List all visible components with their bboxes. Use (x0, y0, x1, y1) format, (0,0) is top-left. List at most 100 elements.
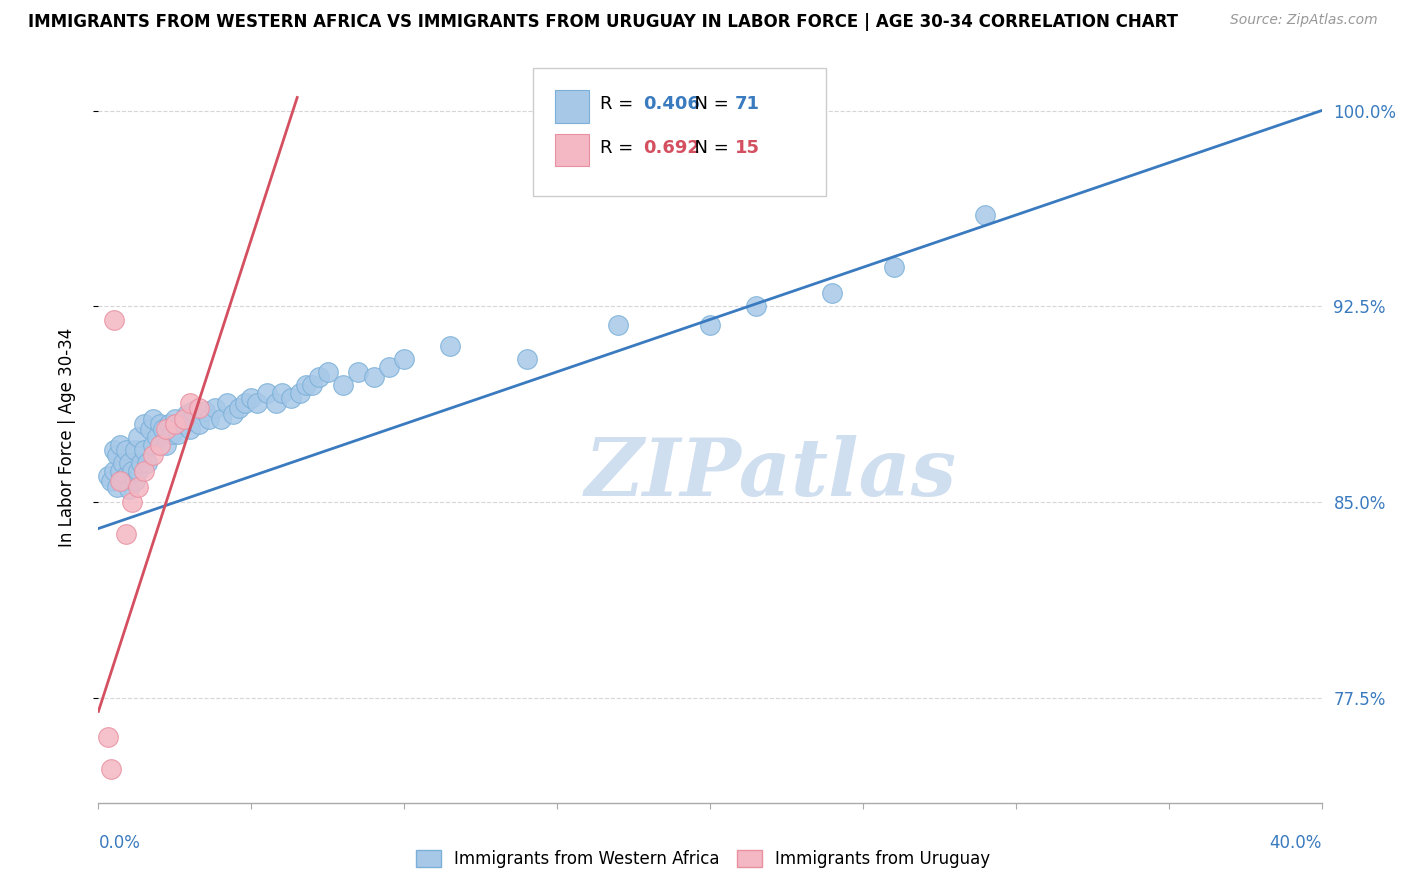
Point (108, 464, 131, 478)
Point (111, 456, 134, 470)
Text: R =: R = (600, 139, 638, 157)
Point (209, 411, 232, 425)
Point (378, 359, 401, 374)
Point (233, 396, 256, 410)
Point (316, 365, 339, 379)
Point (134, 443, 156, 458)
Point (134, 417, 156, 431)
Text: 0.692: 0.692 (643, 139, 700, 157)
Point (97, 469, 120, 483)
Point (111, 475, 134, 489)
Point (152, 422, 174, 436)
Point (246, 396, 269, 410)
Point (155, 422, 177, 436)
Point (103, 443, 125, 458)
Point (103, 312, 125, 326)
Point (167, 427, 190, 442)
Point (347, 365, 370, 379)
Point (142, 411, 165, 425)
Point (197, 411, 219, 425)
Point (127, 480, 149, 494)
Point (105, 448, 128, 462)
Bar (555, 134, 589, 167)
Point (118, 456, 141, 470)
Point (290, 385, 312, 400)
Point (129, 456, 152, 470)
Point (108, 475, 131, 489)
Point (264, 396, 287, 410)
Point (439, 339, 461, 353)
Point (363, 370, 385, 384)
Point (194, 404, 217, 418)
Text: 0.0%: 0.0% (98, 834, 141, 852)
Point (204, 401, 226, 416)
Point (188, 401, 211, 416)
Point (179, 396, 201, 410)
Point (97, 731, 120, 745)
Point (222, 407, 245, 421)
Point (332, 377, 354, 392)
Point (181, 404, 204, 418)
Point (173, 411, 195, 425)
Point (121, 495, 143, 509)
Text: N =: N = (683, 95, 734, 113)
Point (115, 526, 138, 541)
Point (124, 475, 146, 489)
Point (100, 475, 122, 489)
Legend: Immigrants from Western Africa, Immigrants from Uruguay: Immigrants from Western Africa, Immigran… (409, 843, 997, 875)
Point (295, 377, 318, 392)
Point (121, 464, 143, 478)
Text: R =: R = (600, 95, 638, 113)
Point (103, 464, 125, 478)
Point (127, 430, 149, 444)
Point (163, 411, 186, 425)
Point (142, 438, 165, 452)
Point (139, 422, 162, 436)
Point (115, 443, 138, 458)
Point (821, 286, 844, 301)
Point (607, 318, 630, 332)
Point (108, 438, 131, 452)
Text: N =: N = (683, 139, 734, 157)
Point (173, 417, 195, 431)
Point (145, 430, 167, 444)
Y-axis label: In Labor Force | Age 30-34: In Labor Force | Age 30-34 (58, 327, 76, 547)
Point (228, 401, 250, 416)
Point (516, 351, 538, 366)
Point (974, 208, 997, 222)
Point (115, 469, 138, 483)
Point (149, 438, 172, 452)
Point (124, 443, 146, 458)
Text: 71: 71 (734, 95, 759, 113)
Point (179, 422, 201, 436)
Point (134, 464, 156, 478)
Point (127, 464, 149, 478)
Point (188, 417, 211, 431)
Point (215, 396, 238, 410)
Text: 40.0%: 40.0% (1270, 834, 1322, 852)
Point (256, 385, 278, 400)
Point (699, 318, 721, 332)
Point (163, 417, 186, 431)
Point (149, 417, 172, 431)
Point (301, 377, 323, 392)
Point (157, 417, 180, 431)
Point (745, 300, 768, 314)
Point (280, 391, 302, 405)
Text: Source: ZipAtlas.com: Source: ZipAtlas.com (1230, 13, 1378, 28)
Point (155, 438, 177, 452)
Point (118, 483, 141, 497)
Point (100, 762, 122, 776)
Point (160, 427, 183, 442)
Text: ZIPatlas: ZIPatlas (585, 435, 957, 512)
FancyBboxPatch shape (533, 68, 827, 195)
Point (270, 385, 292, 400)
Text: 15: 15 (734, 139, 759, 157)
Point (392, 351, 416, 366)
Point (176, 407, 198, 421)
Point (883, 260, 905, 275)
Bar (555, 90, 589, 122)
Point (142, 448, 165, 462)
Text: 0.406: 0.406 (643, 95, 700, 113)
Point (136, 456, 159, 470)
